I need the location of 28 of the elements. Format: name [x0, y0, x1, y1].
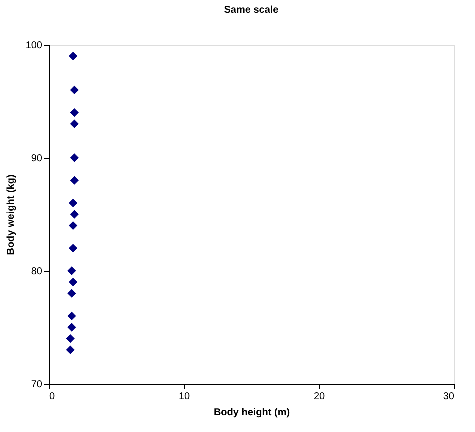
- chart-title: Same scale: [224, 5, 280, 16]
- point: [68, 221, 78, 230]
- x-tick-label: 10: [178, 392, 190, 402]
- y-tick-label: 100: [26, 40, 43, 52]
- point: [68, 266, 76, 276]
- x-tick-label: 30: [443, 392, 455, 402]
- point: [68, 52, 78, 61]
- x-tick-label: 0: [50, 392, 56, 402]
- point: [70, 210, 79, 219]
- point: [70, 176, 79, 185]
- y-tick-label: 70: [31, 380, 43, 390]
- point: [68, 244, 78, 253]
- y-tick-label: 90: [31, 154, 43, 164]
- point: [68, 323, 76, 332]
- point: [70, 120, 79, 128]
- y-axis-title: Body weight (kg): [6, 174, 17, 256]
- point: [70, 108, 79, 118]
- point: [68, 278, 78, 287]
- point: [70, 86, 79, 95]
- point: [68, 289, 76, 298]
- point: [66, 346, 75, 354]
- x-axis-title: Body height (m): [214, 408, 290, 418]
- point: [70, 154, 79, 162]
- y-tick-label: 80: [31, 266, 43, 278]
- point: [68, 198, 78, 208]
- point: [68, 312, 76, 321]
- point: [66, 334, 75, 344]
- x-tick-label: 20: [314, 392, 326, 402]
